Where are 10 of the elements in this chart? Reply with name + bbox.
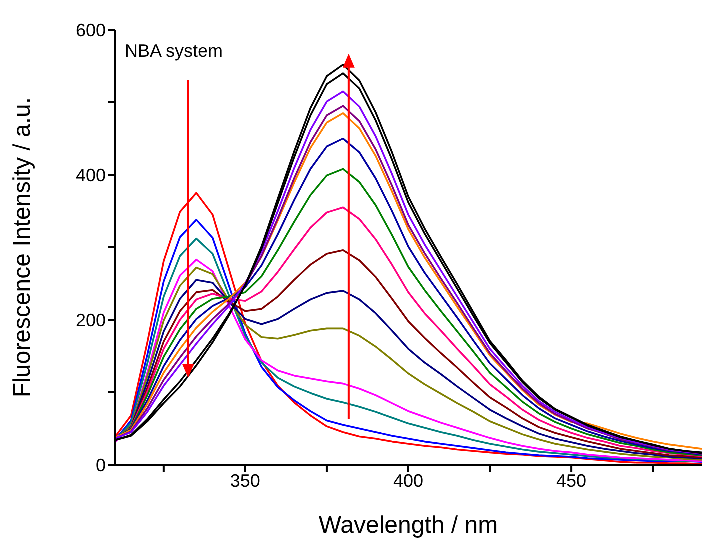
x-axis-title: Wavelength / nm	[318, 512, 498, 539]
x-tick-label: 350	[230, 470, 260, 491]
y-tick-label: 600	[76, 20, 106, 40]
y-tick-label: 400	[76, 165, 106, 186]
y-tick-label: 0	[96, 455, 106, 476]
y-axis-title: Fluorescence Intensity / a.u.	[9, 97, 36, 398]
x-tick-label: 450	[556, 470, 587, 491]
annotation: NBA system	[125, 41, 224, 61]
y-tick-label: 200	[76, 310, 106, 330]
x-tick-label: 400	[393, 470, 424, 491]
